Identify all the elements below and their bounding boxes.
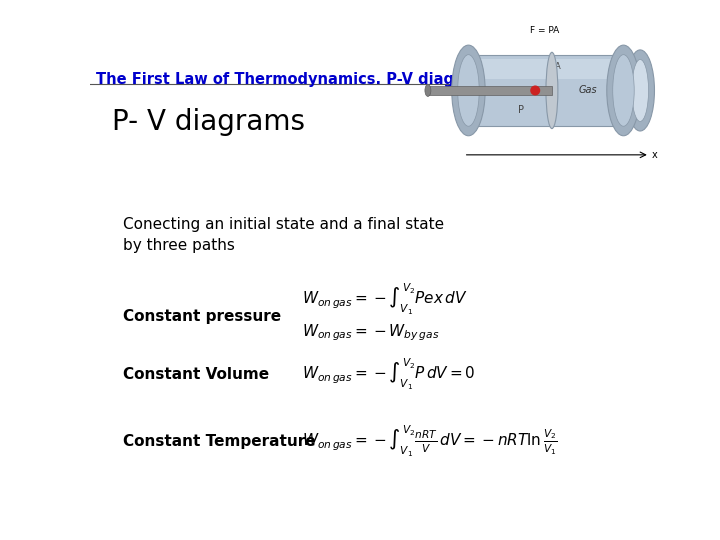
Text: Constant Temperature: Constant Temperature bbox=[124, 434, 316, 449]
Text: x: x bbox=[652, 150, 658, 160]
Text: The First Law of Thermodynamics. P-V diagrams: The First Law of Thermodynamics. P-V dia… bbox=[96, 72, 495, 87]
Bar bbox=[428, 86, 552, 94]
Text: F = PA: F = PA bbox=[530, 26, 559, 35]
Ellipse shape bbox=[546, 52, 558, 129]
Text: $W_{on\,gas} = -\int_{V_1}^{V_2} P\,dV = 0$: $W_{on\,gas} = -\int_{V_1}^{V_2} P\,dV =… bbox=[302, 357, 476, 392]
Text: $W_{on\,gas} = -\int_{V_1}^{V_2} \frac{nRT}{V}\,dV = -nRT\ln\frac{V_2}{V_1}$: $W_{on\,gas} = -\int_{V_1}^{V_2} \frac{n… bbox=[302, 423, 557, 459]
Ellipse shape bbox=[607, 45, 640, 136]
Bar bbox=[469, 59, 624, 78]
Ellipse shape bbox=[451, 45, 485, 136]
Text: A: A bbox=[555, 62, 561, 71]
Text: Constant pressure: Constant pressure bbox=[124, 309, 282, 324]
Ellipse shape bbox=[425, 84, 431, 97]
Text: P: P bbox=[518, 105, 524, 114]
Ellipse shape bbox=[462, 52, 474, 129]
Text: $W_{on\,gas} = -W_{by\,gas}$: $W_{on\,gas} = -W_{by\,gas}$ bbox=[302, 323, 439, 343]
Ellipse shape bbox=[458, 55, 480, 126]
Ellipse shape bbox=[613, 55, 634, 126]
Text: Gas: Gas bbox=[578, 85, 597, 96]
Ellipse shape bbox=[632, 59, 649, 122]
Text: $W_{on\,gas} = -\int_{V_1}^{V_2} Pex\,dV$: $W_{on\,gas} = -\int_{V_1}^{V_2} Pex\,dV… bbox=[302, 282, 467, 318]
Text: Conecting an initial state and a final state
by three paths: Conecting an initial state and a final s… bbox=[124, 217, 445, 253]
Bar bbox=[469, 55, 624, 126]
Circle shape bbox=[531, 86, 539, 94]
Text: Constant Volume: Constant Volume bbox=[124, 367, 269, 382]
Text: P- V diagrams: P- V diagrams bbox=[112, 109, 305, 137]
Ellipse shape bbox=[626, 50, 654, 131]
